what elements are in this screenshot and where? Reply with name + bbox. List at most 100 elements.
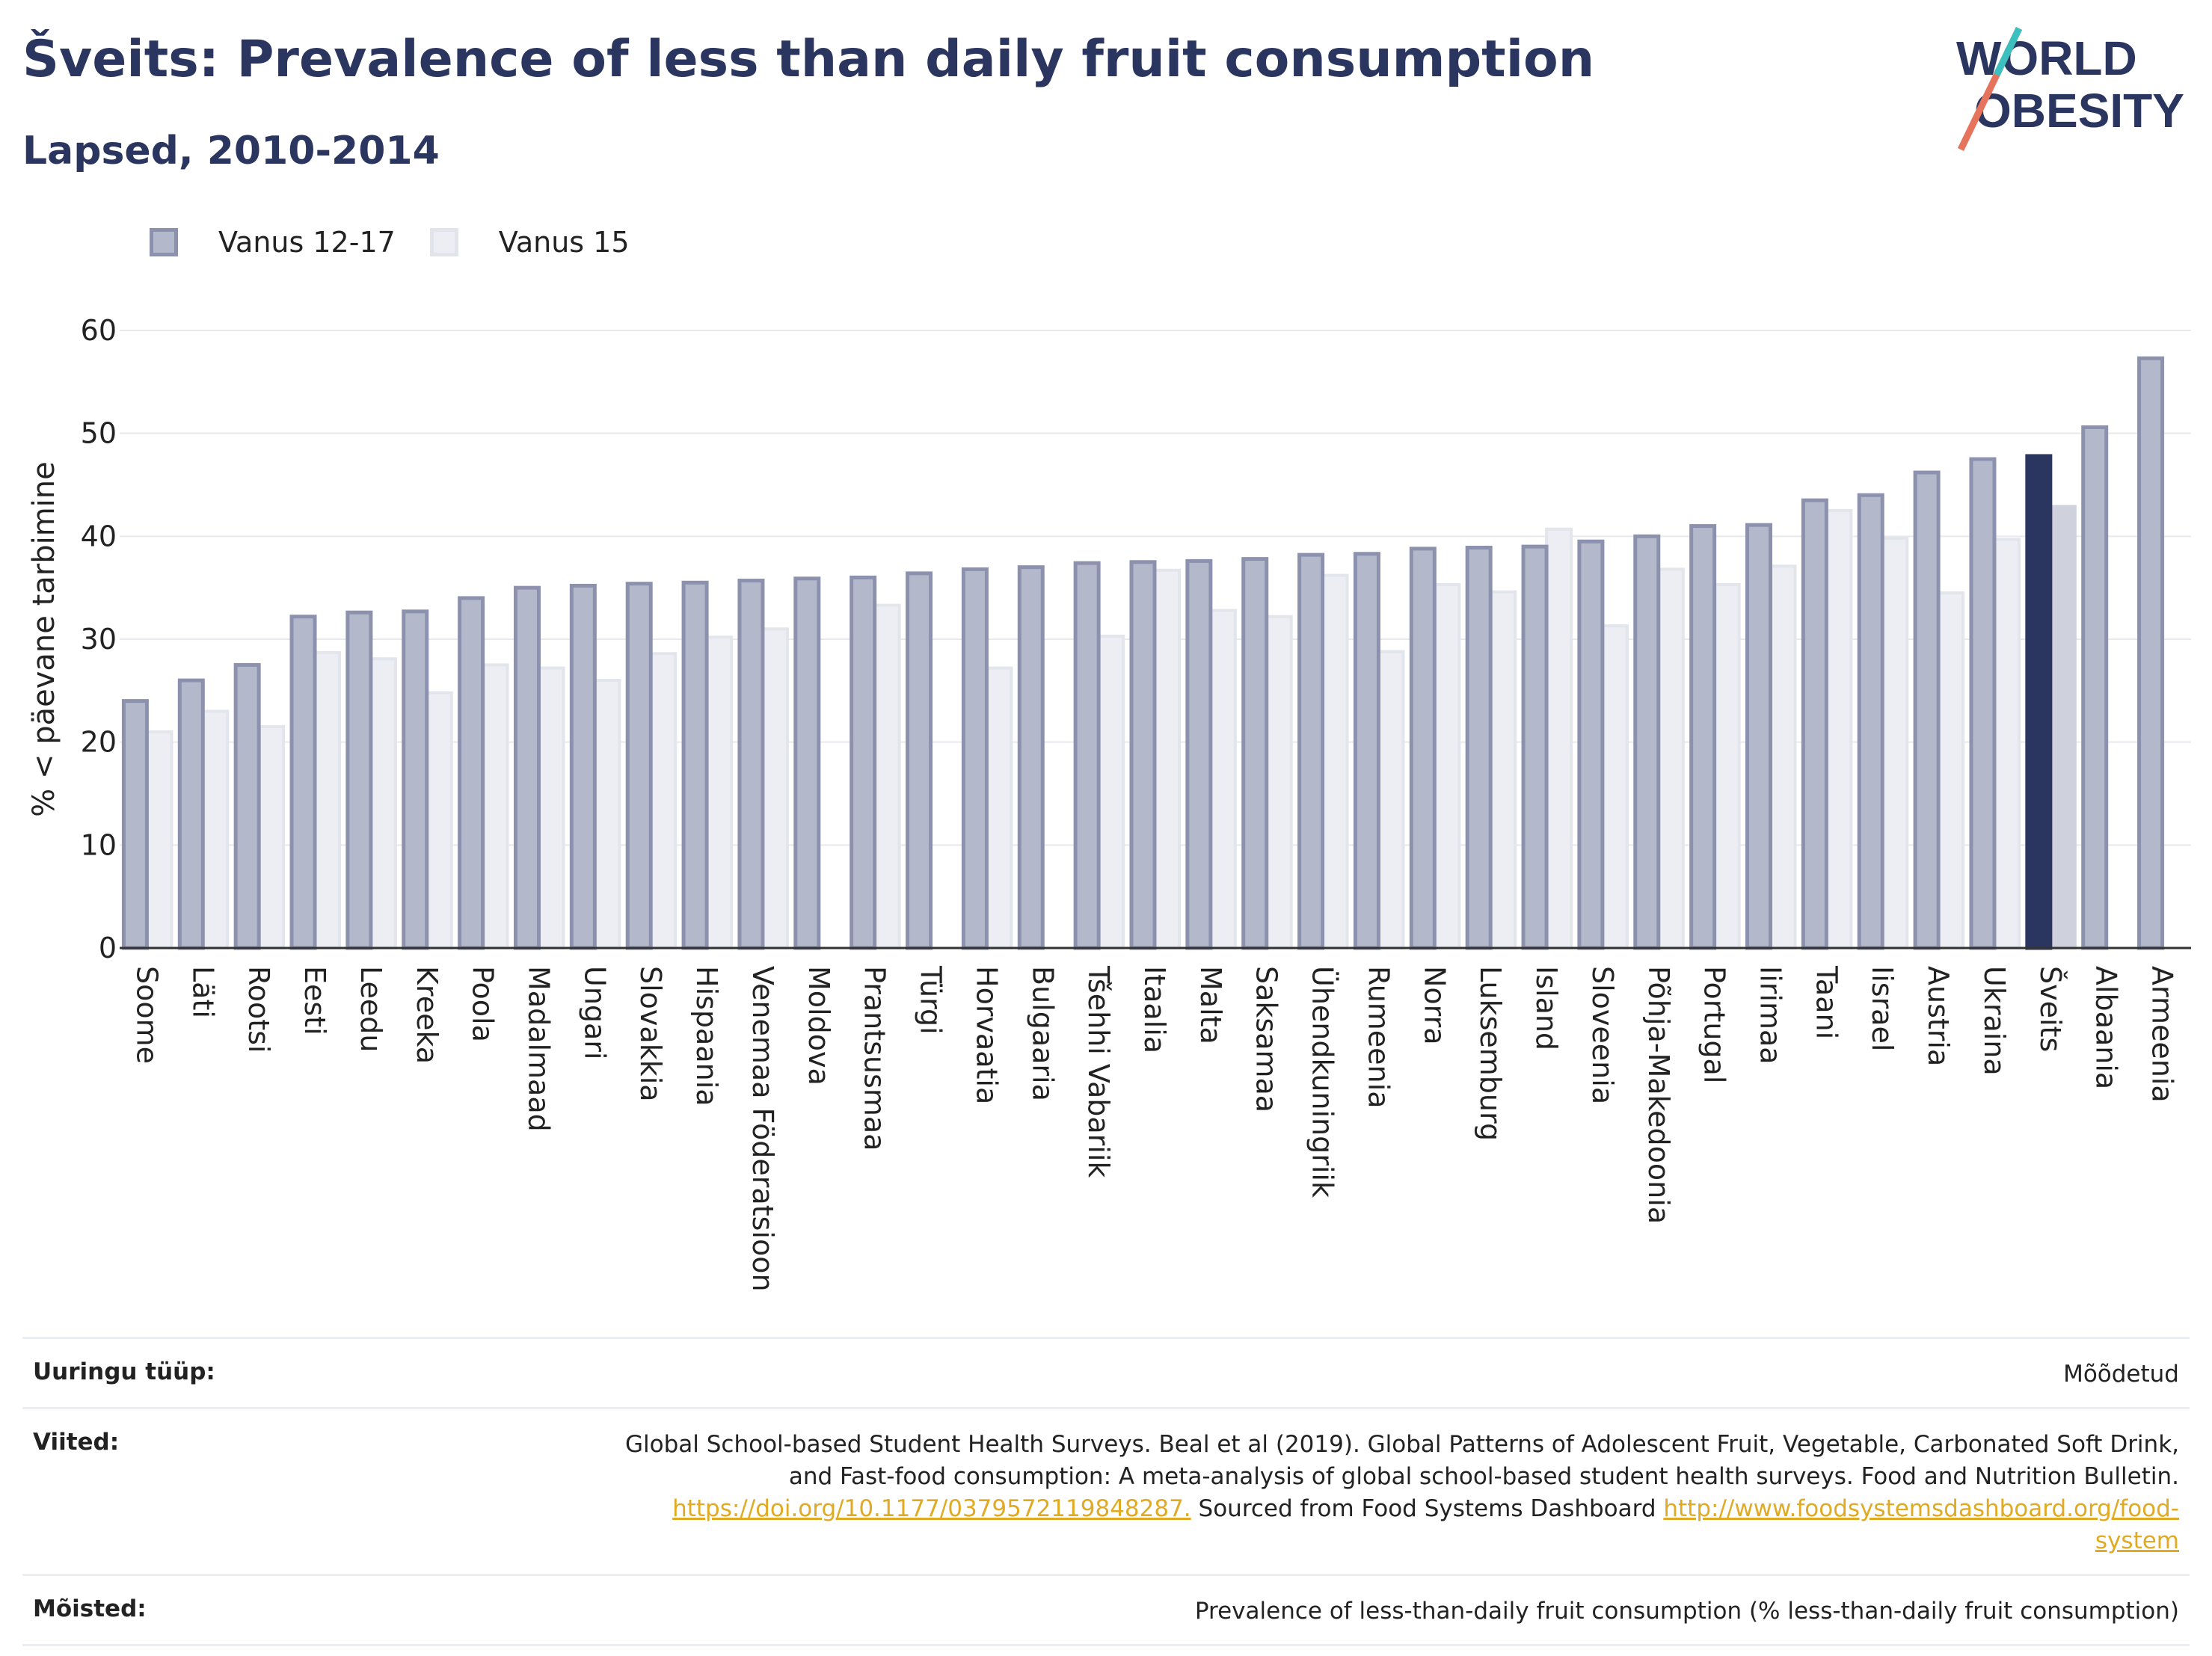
x-tick-label: Malta	[1194, 966, 1227, 1044]
bar-series1	[177, 678, 205, 950]
x-tick-label: Albaania	[2090, 966, 2123, 1089]
x-tick-label: Ukraina	[1978, 966, 2011, 1076]
bar-series1	[1969, 457, 1997, 950]
bar-series2	[1097, 634, 1125, 949]
bar-series2	[257, 725, 286, 949]
legend-item-series1[interactable]: Vanus 12-17	[150, 226, 396, 259]
y-tick-label: 60	[81, 314, 117, 347]
definitions-label: Mõisted:	[33, 1595, 147, 1622]
bar-series2	[1881, 537, 1909, 949]
y-tick-label: 30	[81, 623, 117, 656]
bar-series1	[2081, 425, 2109, 950]
bar-series1	[1129, 560, 1157, 950]
bar-series1	[289, 615, 317, 950]
legend-label-series1: Vanus 12-17	[218, 226, 396, 259]
bar-series1	[2025, 454, 2053, 950]
x-tick-label: Sloveenia	[1586, 966, 1619, 1104]
x-tick-label: Venemaa Föderatsioon	[746, 966, 779, 1292]
x-tick-label: Norra	[1418, 966, 1451, 1045]
bar-series1	[906, 571, 933, 950]
legend-item-series2[interactable]: Vanus 15	[429, 226, 630, 259]
logo-line1: WORLD	[1956, 31, 2137, 85]
x-tick-label: Horvaatia	[970, 966, 1003, 1104]
bar-series2	[1208, 609, 1237, 949]
bar-series1	[1073, 561, 1101, 950]
references-line1: Global School-based Student Health Surve…	[625, 1431, 2179, 1458]
bar-series2	[313, 650, 342, 949]
x-tick-label: Itaalia	[1138, 966, 1171, 1053]
bar-series2	[873, 603, 901, 949]
bar-series1	[402, 609, 429, 950]
bar-series2	[2048, 505, 2077, 950]
x-tick-label: Taani	[1810, 965, 1843, 1039]
y-axis-label: % < päevane tarbimine	[27, 461, 61, 817]
bar-series2	[761, 627, 789, 949]
bar-series1	[850, 575, 877, 950]
bar-series2	[1545, 527, 1573, 949]
bar-series2	[145, 730, 173, 950]
x-tick-label: Slovakkia	[634, 966, 667, 1102]
bar-series2	[1769, 564, 1797, 949]
bar-series1	[1857, 493, 1884, 950]
bar-series1	[1185, 558, 1213, 950]
x-tick-label: Prantsusmaa	[858, 966, 891, 1151]
bar-series1	[345, 610, 373, 950]
x-tick-label: Madalmaad	[522, 966, 555, 1132]
legend-swatch-series2	[429, 228, 458, 256]
bar-series2	[1321, 573, 1349, 949]
x-tick-label: Põhja-Makedoonia	[1642, 966, 1675, 1224]
x-tick-label: Portugal	[1698, 966, 1731, 1083]
bar-series2	[705, 635, 734, 949]
bar-series1	[569, 583, 597, 950]
x-tick-label: Šveits	[2034, 966, 2067, 1052]
x-tick-label: Leedu	[354, 966, 387, 1052]
logo-line2: OBESITY	[1974, 84, 2184, 138]
x-tick-label: Luksemburg	[1474, 966, 1507, 1141]
bar-series1	[458, 596, 485, 950]
bar-series2	[985, 666, 1013, 949]
logo-slash-teal	[1993, 27, 2023, 76]
dashboard-link-part1[interactable]: http://www.foodsystemsdashboard.org/food…	[1663, 1495, 2179, 1522]
x-tick-label: Läti	[186, 966, 219, 1018]
bar-series1	[681, 580, 709, 950]
x-tick-label: Ühendkuningriik	[1306, 966, 1339, 1198]
bar-series2	[537, 666, 565, 949]
bar-series2	[1937, 591, 1965, 949]
bar-series1	[1521, 544, 1549, 950]
bar-series1	[961, 567, 989, 950]
bar-series1	[233, 662, 261, 950]
bar-series1	[737, 579, 765, 950]
x-tick-label: Island	[1530, 966, 1563, 1050]
bar-series2	[649, 652, 678, 949]
x-tick-label: Eesti	[298, 966, 331, 1035]
bar-series2	[1153, 568, 1181, 949]
x-tick-label: Hispaania	[690, 966, 723, 1106]
x-tick-label: Saksamaa	[1250, 966, 1283, 1112]
y-tick-label: 40	[81, 520, 117, 552]
info-table: Uuringu tüüp: Mõõdetud Viited: Global Sc…	[22, 1337, 2190, 1646]
info-row-survey-type: Uuringu tüüp: Mõõdetud	[22, 1337, 2190, 1407]
bar-series1	[1241, 557, 1269, 950]
bar-series2	[1377, 650, 1405, 949]
y-tick-label: 10	[81, 828, 117, 861]
bar-series1	[1913, 470, 1941, 950]
chart-subtitle: Lapsed, 2010-2014	[22, 129, 440, 173]
dashboard-link-part2[interactable]: system	[2095, 1527, 2179, 1554]
references-value: Global School-based Student Health Surve…	[625, 1429, 2179, 1557]
x-tick-label: Austria	[1922, 966, 1955, 1066]
bar-series1	[1801, 498, 1828, 950]
bar-series2	[1433, 583, 1461, 949]
x-tick-label: Tšehhi Vabariik	[1082, 965, 1115, 1178]
bar-series2	[481, 663, 509, 949]
doi-link[interactable]: https://doi.org/10.1177/0379572119848287…	[672, 1495, 1191, 1522]
bar-series1	[1745, 523, 1773, 950]
y-tick-label: 50	[81, 417, 117, 450]
bar-series1	[121, 699, 149, 950]
bar-series1	[2137, 356, 2165, 950]
bar-series2	[1992, 538, 2021, 950]
legend: Vanus 12-17 Vanus 15	[150, 221, 664, 263]
bar-series2	[1600, 624, 1629, 949]
bar-series2	[369, 657, 397, 949]
bar-chart: 0 10 20 30 40 50 60 % < päevane tarbimine Soome L…	[27, 314, 2191, 1292]
chart-title: Šveits: Prevalence of less than daily fr…	[22, 30, 1595, 89]
